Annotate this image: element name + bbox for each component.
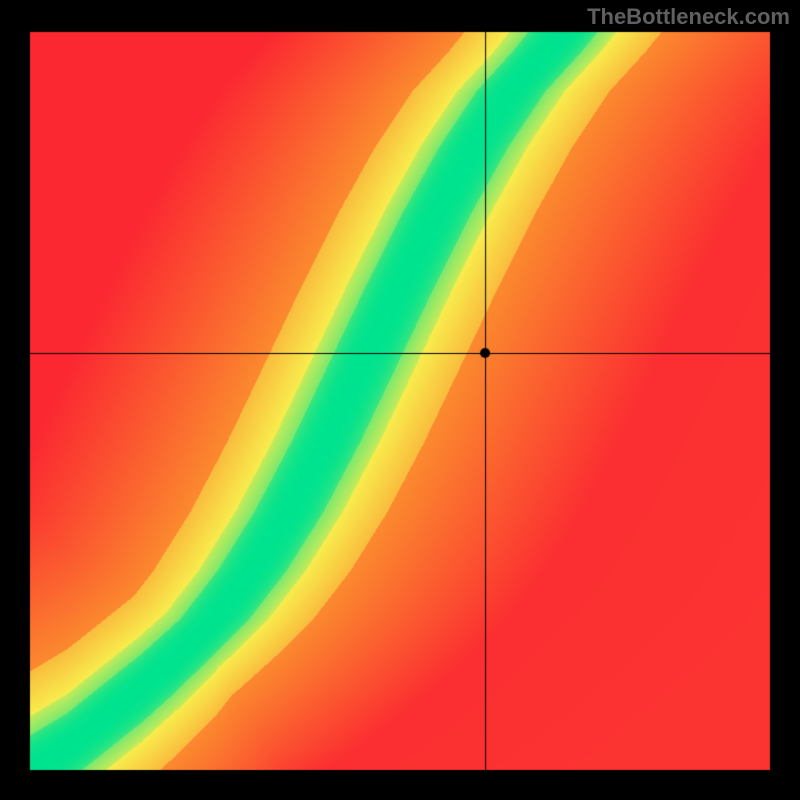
bottleneck-heatmap — [0, 0, 800, 800]
watermark-text: TheBottleneck.com — [587, 4, 790, 30]
